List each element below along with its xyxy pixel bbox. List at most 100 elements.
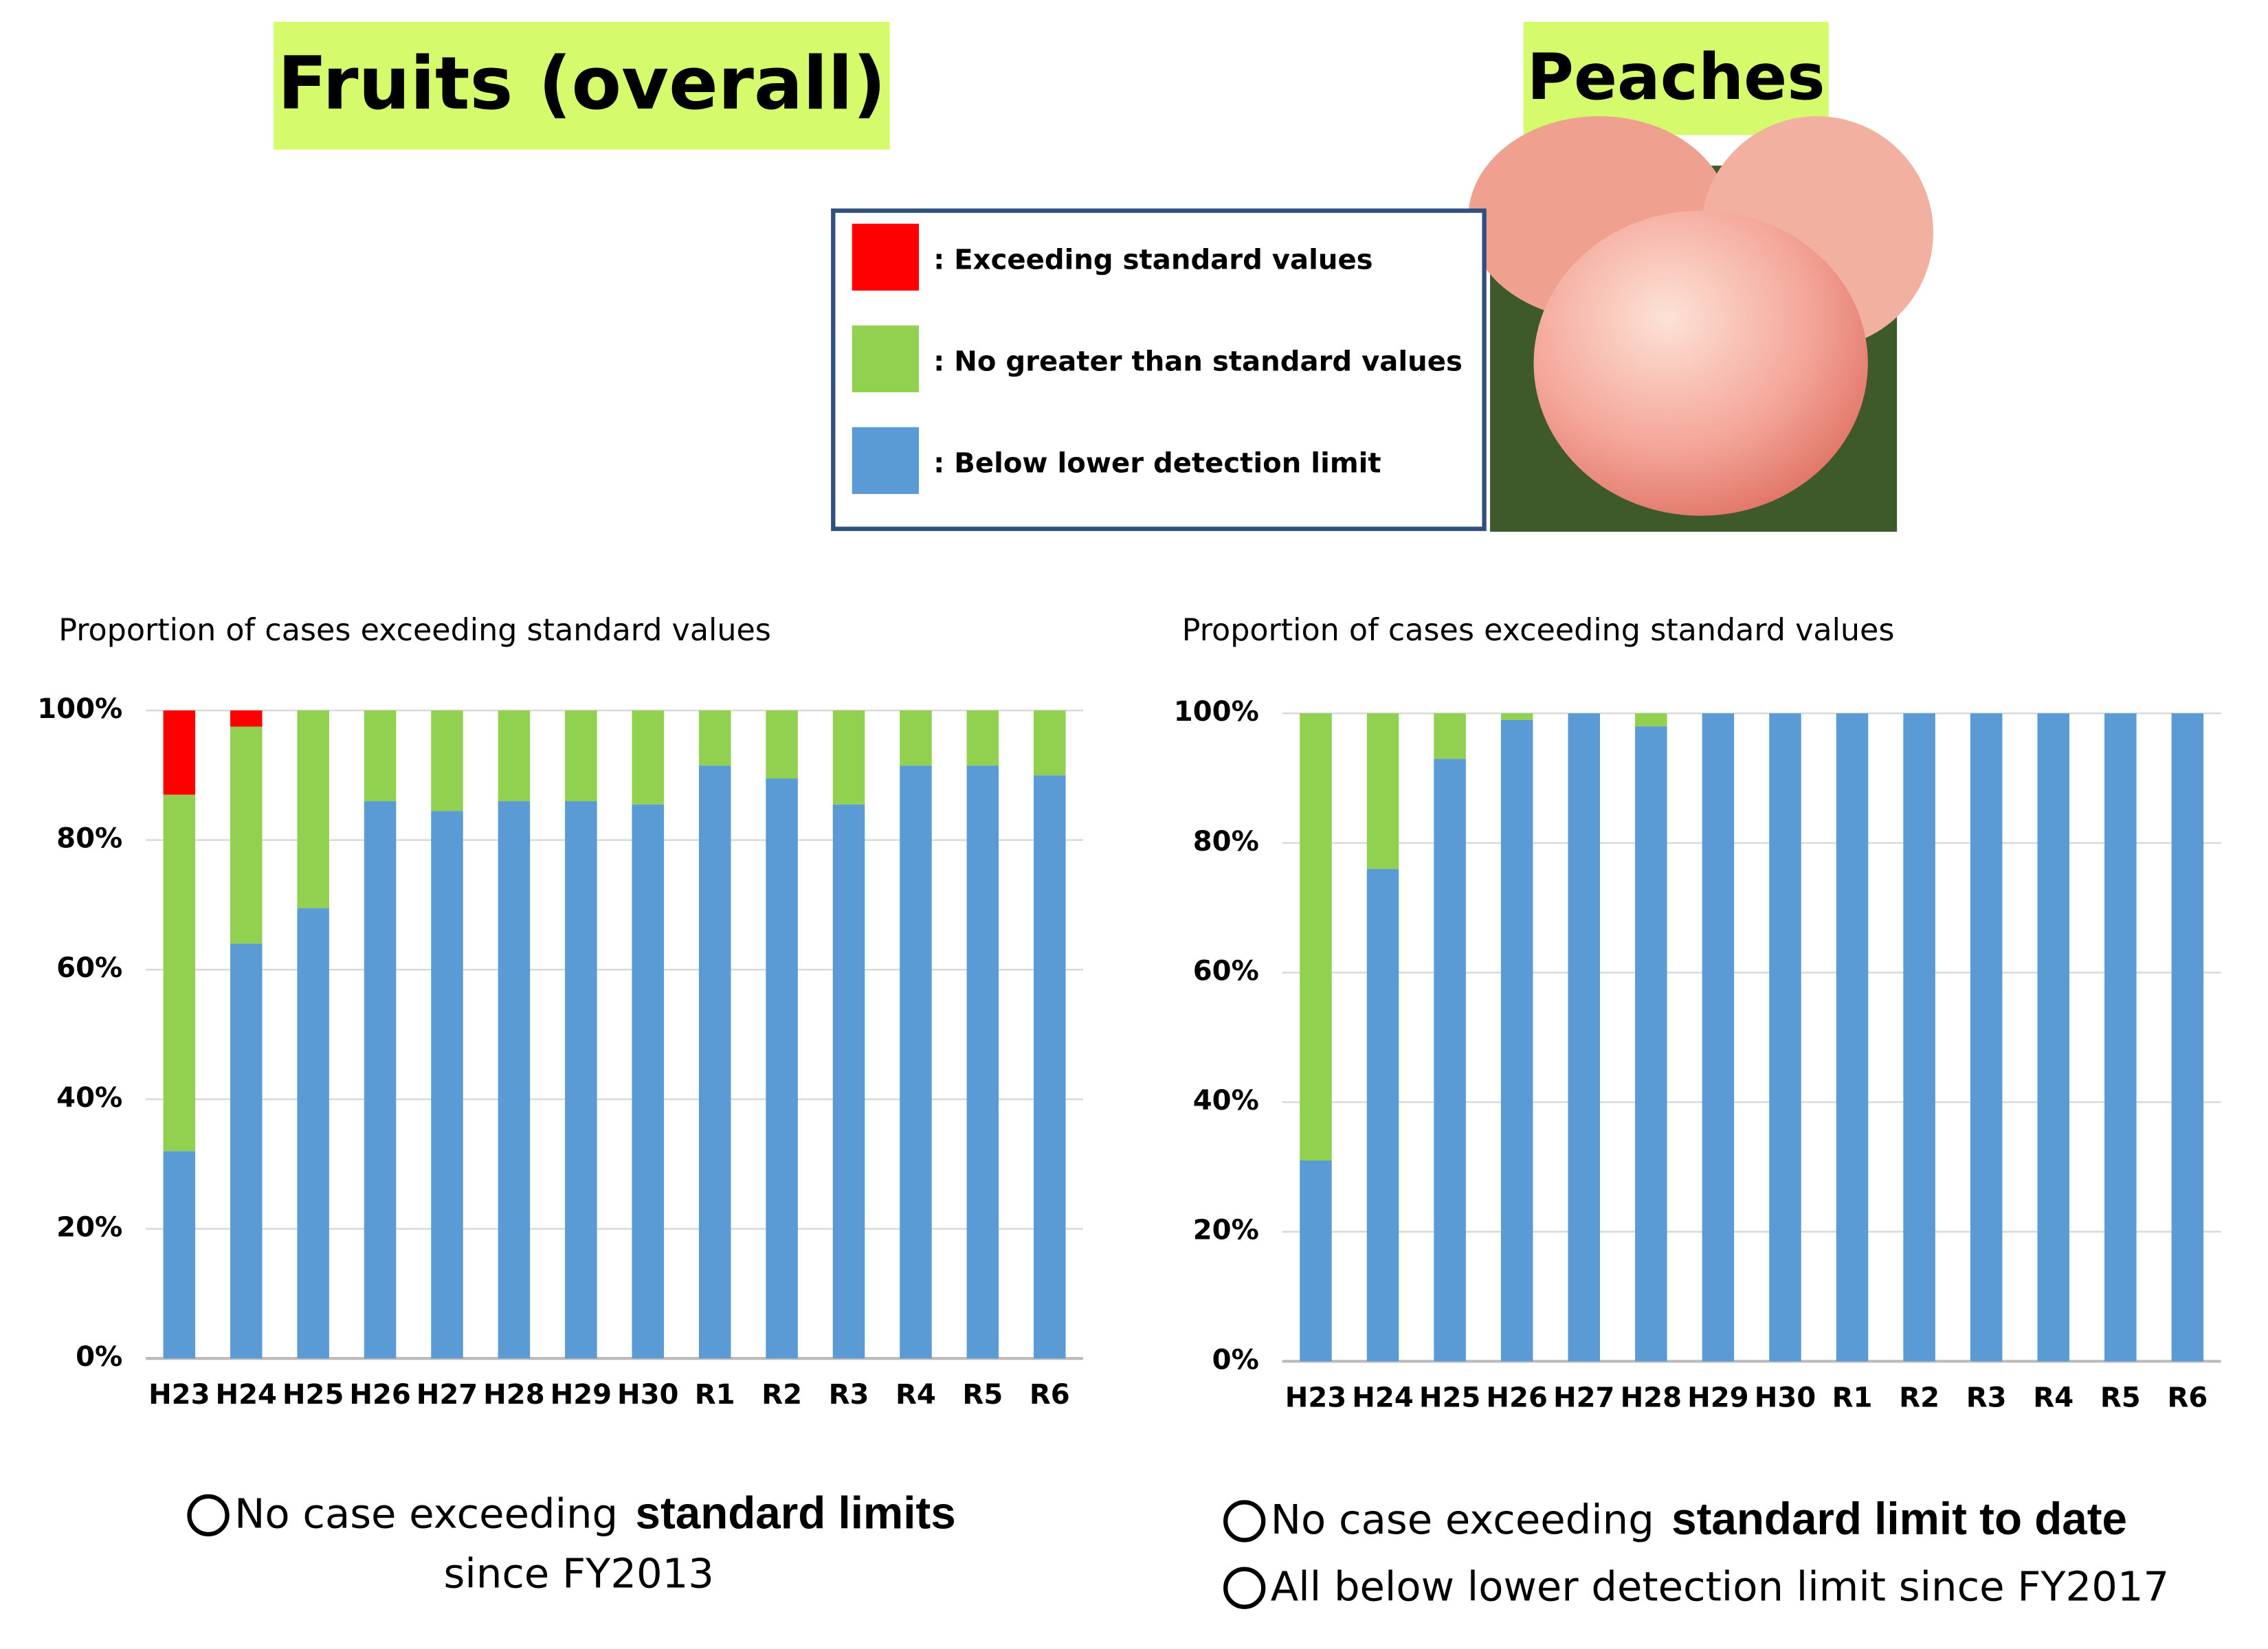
bar-segment	[163, 710, 196, 795]
x-tick-label: R3	[1966, 1382, 2007, 1413]
y-tick-label: 0%	[76, 1341, 122, 1373]
bar-segment	[1300, 1160, 1332, 1362]
note: No case exceeding standard limits	[234, 1488, 956, 1538]
bar-segment	[698, 765, 731, 1359]
bar-segment	[2037, 713, 2070, 1362]
legend-label: : No greater than standard values	[933, 346, 1463, 378]
x-tick-label: R1	[1832, 1382, 1873, 1413]
x-tick-label: H25	[1419, 1382, 1481, 1413]
bar-segment	[163, 794, 196, 1152]
chart-subtitle: Proportion of cases exceeding standard v…	[1182, 613, 1895, 648]
bar-segment	[832, 804, 865, 1359]
y-tick-label: 60%	[1193, 955, 1259, 987]
bar-segment	[230, 943, 263, 1359]
bar-segment	[766, 778, 798, 1359]
x-tick-label: R1	[695, 1379, 735, 1411]
note-text: No case exceeding	[234, 1490, 618, 1538]
x-tick-label: H30	[1755, 1382, 1816, 1413]
y-tick-label: 40%	[56, 1082, 122, 1114]
x-tick-label: H23	[148, 1379, 210, 1411]
y-tick-label: 20%	[56, 1211, 122, 1243]
note-text: since FY2013	[444, 1549, 714, 1597]
x-tick-label: R3	[829, 1379, 869, 1411]
x-tick-label: H25	[282, 1379, 344, 1411]
y-tick-label: 60%	[56, 952, 122, 984]
bar-segment	[498, 710, 531, 802]
bar-segment	[632, 710, 665, 805]
bar-segment	[297, 710, 329, 908]
bar-segment	[966, 710, 999, 766]
x-tick-label: R5	[962, 1379, 1003, 1411]
bar-segment	[1500, 719, 1533, 1362]
bar-segment	[1702, 713, 1735, 1362]
bar-segment	[1769, 713, 1801, 1362]
bar-segment	[1836, 713, 1869, 1362]
note-bullet	[187, 1494, 230, 1537]
y-tick-label: 80%	[56, 823, 122, 855]
x-tick-label: H24	[1352, 1382, 1413, 1413]
note: All below lower detection limit since FY…	[1271, 1562, 2169, 1610]
bar-segment	[900, 765, 932, 1359]
bar-segment	[1635, 713, 1667, 727]
chart-subtitle: Proportion of cases exceeding standard v…	[58, 613, 771, 648]
bar-segment	[498, 801, 531, 1359]
y-tick-label: 40%	[1193, 1085, 1259, 1117]
x-tick-label: H29	[1687, 1382, 1749, 1413]
peach-photo	[1468, 116, 1933, 532]
bar-segment	[1366, 713, 1399, 869]
bar-segment	[230, 710, 263, 727]
x-tick-label: R2	[1899, 1382, 1939, 1413]
note-emphasis: standard limit to date	[1671, 1494, 2127, 1544]
legend-box	[831, 208, 1487, 531]
x-tick-label: R2	[761, 1379, 802, 1411]
legend-label: : Exceeding standard values	[933, 245, 1372, 276]
bar-segment	[565, 710, 597, 802]
bar-segment	[1568, 713, 1601, 1362]
legend-swatch	[852, 325, 920, 392]
bar-segment	[1434, 713, 1466, 759]
y-tick-label: 0%	[1212, 1344, 1259, 1376]
x-tick-label: R6	[2167, 1382, 2208, 1413]
legend-swatch	[852, 223, 920, 291]
bar-segment	[632, 804, 665, 1359]
bar-segment	[431, 710, 463, 811]
bar-segment	[966, 765, 999, 1359]
title-box	[1523, 21, 1829, 135]
y-tick-label: 100%	[37, 693, 122, 725]
x-tick-label: R4	[896, 1379, 936, 1411]
note-bullet	[1223, 1567, 1266, 1609]
x-tick-label: H27	[1553, 1382, 1615, 1413]
bar-segment	[1500, 713, 1533, 720]
bar-segment	[1434, 759, 1466, 1362]
bar-segment	[832, 710, 865, 805]
x-tick-label: R6	[1030, 1379, 1070, 1411]
y-tick-label: 100%	[1174, 696, 1259, 728]
bar-segment	[698, 710, 731, 766]
y-tick-label: 80%	[1193, 826, 1259, 857]
bar-segment	[2104, 713, 2137, 1362]
x-tick-label: H23	[1285, 1382, 1347, 1413]
x-tick-label: H28	[483, 1379, 545, 1411]
x-tick-label: H28	[1621, 1382, 1682, 1413]
note-text: No case exceeding	[1271, 1496, 1654, 1543]
x-tick-label: R4	[2033, 1382, 2074, 1413]
bar-segment	[431, 811, 463, 1359]
x-tick-label: H29	[551, 1379, 612, 1411]
note-emphasis: standard limits	[635, 1488, 955, 1538]
bar-segment	[230, 726, 263, 944]
bar-segment	[1970, 713, 2003, 1362]
bar-segment	[1366, 868, 1399, 1362]
note-bullet	[1223, 1500, 1266, 1543]
bar-segment	[766, 710, 798, 779]
bar-segment	[163, 1151, 196, 1359]
x-tick-label: H30	[617, 1379, 679, 1411]
x-tick-label: H24	[215, 1379, 277, 1411]
bar-segment	[1034, 710, 1066, 776]
note: No case exceeding standard limit to date	[1271, 1494, 2127, 1544]
legend-swatch	[852, 427, 920, 494]
bar-segment	[1903, 713, 1935, 1362]
bar-segment	[2171, 713, 2204, 1362]
chart-title: Fruits (overall)	[278, 41, 886, 126]
